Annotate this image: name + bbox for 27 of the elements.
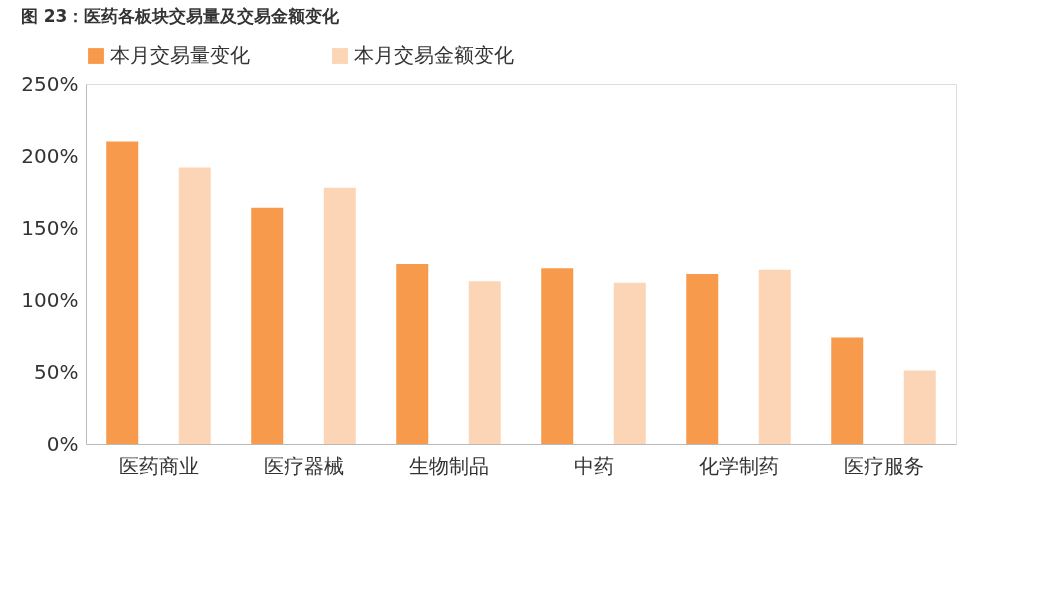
y-tick-label: 100% [21,287,79,312]
bar [613,282,646,444]
x-tick-label: 医疗服务 [843,453,924,478]
x-tick-label: 化学制药 [698,453,779,478]
y-tick-label: 150% [21,215,79,240]
chart-title: 图 23：医药各板块交易量及交易金额变化 [20,6,341,26]
y-tick-label: 200% [21,143,79,168]
bar [686,274,719,444]
y-tick-label: 50% [34,359,79,384]
x-tick-label: 医药商业 [118,453,199,478]
bar [106,141,139,444]
y-tick-label: 0% [46,431,79,456]
bar [903,370,936,444]
legend-label: 本月交易量变化 [110,43,250,67]
bar [323,187,356,444]
bar [831,337,864,444]
bar [468,281,501,444]
bar [758,269,791,444]
bar [178,167,211,444]
bar [251,207,284,444]
bar [396,264,429,444]
x-tick-label: 生物制品 [408,453,489,478]
y-tick-label: 250% [21,71,79,96]
x-tick-label: 医疗器械 [263,453,344,478]
x-tick-label: 中药 [573,453,614,478]
legend-label: 本月交易金额变化 [354,43,514,67]
bar [541,268,574,444]
